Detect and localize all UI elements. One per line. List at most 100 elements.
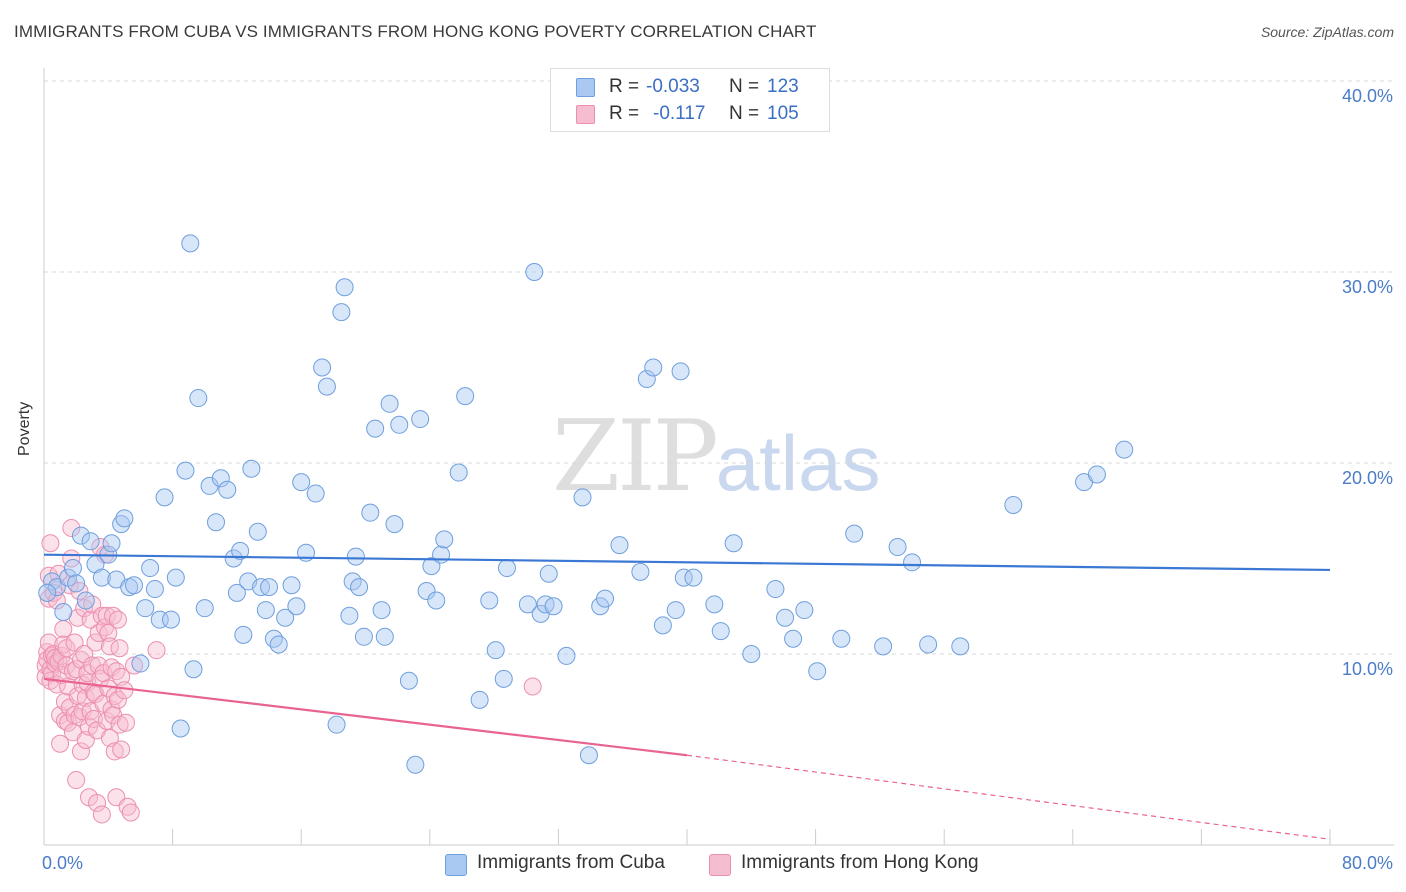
cuba-point <box>666 601 685 620</box>
cuba-point <box>406 755 425 774</box>
cuba-point <box>115 509 134 528</box>
cuba-point <box>269 635 288 654</box>
hongkong-point <box>112 740 131 759</box>
hongkong-point <box>108 610 127 629</box>
x-tick-min: 0.0% <box>42 853 84 873</box>
n-label: N = <box>729 103 760 124</box>
cuba-point <box>573 488 592 507</box>
cuba-point <box>248 522 267 541</box>
cuba-point <box>1004 496 1023 515</box>
cuba-point <box>497 559 516 578</box>
cuba-point <box>282 576 301 595</box>
cuba-point <box>306 484 325 503</box>
cuba-point <box>724 534 743 553</box>
cuba-point <box>742 645 761 663</box>
cuba-point <box>38 583 57 602</box>
hongkong-point <box>41 534 60 553</box>
cuba-point <box>579 746 598 765</box>
cuba-point <box>231 541 250 560</box>
n-value: 123 <box>767 76 799 97</box>
hongkong-point <box>86 633 105 652</box>
cuba-point <box>874 637 893 656</box>
hongkong-point <box>62 518 81 537</box>
hongkong-legend-swatch <box>709 854 731 876</box>
cuba-point <box>390 415 409 434</box>
cuba-point <box>919 635 938 654</box>
hongkong-point <box>99 623 118 642</box>
hongkong-point <box>121 803 140 822</box>
hongkong-swatch <box>576 105 595 124</box>
cuba-point <box>161 610 180 629</box>
cuba-point <box>366 419 385 438</box>
hongkong-point <box>92 805 111 824</box>
cuba-point <box>102 534 121 553</box>
hongkong-point <box>105 742 124 761</box>
r-label: R = <box>609 103 640 124</box>
cuba-point <box>653 616 672 635</box>
cuba-point <box>610 536 629 555</box>
cuba-legend-swatch <box>445 854 467 876</box>
cuba-point <box>81 532 100 551</box>
cuba-point <box>234 625 253 644</box>
cuba-points <box>38 234 1134 774</box>
cuba-point <box>557 646 576 665</box>
hongkong-point <box>67 771 86 790</box>
trend-lines <box>43 553 1331 840</box>
cuba-point <box>92 568 111 587</box>
cuba-point <box>176 461 195 480</box>
cuba-point <box>776 608 795 627</box>
cuba-point <box>350 578 369 597</box>
cuba-point <box>242 459 261 478</box>
chart-title: IMMIGRANTS FROM CUBA VS IMMIGRANTS FROM … <box>14 22 817 41</box>
y-tick-40: 40.0% <box>1341 86 1393 106</box>
cuba-point <box>372 601 391 620</box>
hongkong-point <box>47 591 66 610</box>
cuba-point <box>181 234 200 253</box>
cuba-point <box>518 595 537 614</box>
n-value: 105 <box>767 103 799 124</box>
cuba-point <box>432 545 451 564</box>
cuba-point <box>189 389 208 408</box>
source-credit: Source: ZipAtlas.com <box>1260 24 1394 40</box>
cuba-point <box>544 597 563 616</box>
cuba-point <box>644 358 663 377</box>
cuba-point <box>1115 440 1134 459</box>
cuba-point <box>346 547 365 566</box>
cuba-point <box>486 641 505 660</box>
cuba-point <box>494 669 513 688</box>
legend-row-cuba: R = -0.033 N = 123 <box>551 74 829 100</box>
y-axis-label: Poverty <box>16 401 33 456</box>
cuba-point <box>480 591 499 610</box>
hongkong-point <box>110 715 129 734</box>
hongkong-point <box>51 734 70 753</box>
cuba-point <box>340 606 359 625</box>
cuba-legend-label: Immigrants from Cuba <box>477 852 665 873</box>
cuba-point <box>375 627 394 646</box>
y-tick-30: 30.0% <box>1341 277 1393 297</box>
cuba-point <box>684 568 703 587</box>
cuba-point <box>435 530 454 549</box>
cuba-point <box>456 387 475 406</box>
hongkong-point <box>59 713 78 732</box>
r-label: R = <box>609 76 640 97</box>
cuba-point <box>845 524 864 543</box>
cuba-point <box>112 515 131 534</box>
hongkong-point <box>147 641 166 660</box>
hongkong-point <box>39 633 58 652</box>
hongkong-point <box>112 667 131 686</box>
cuba-point <box>317 377 336 396</box>
stats-legend: R = -0.033 N = 123 R = -0.117 N = 105 <box>550 68 830 132</box>
cuba-point <box>354 627 373 646</box>
cuba-point <box>335 278 354 297</box>
cuba-point <box>637 369 656 388</box>
cuba-point <box>525 263 544 281</box>
cuba-point <box>385 515 404 534</box>
cuba-point <box>399 671 418 690</box>
hongkong-point <box>54 620 73 639</box>
cuba-point <box>422 557 441 576</box>
cuba-point <box>888 538 907 557</box>
cuba-point <box>784 629 803 648</box>
cuba-point <box>808 662 827 681</box>
cuba-point <box>705 595 724 614</box>
